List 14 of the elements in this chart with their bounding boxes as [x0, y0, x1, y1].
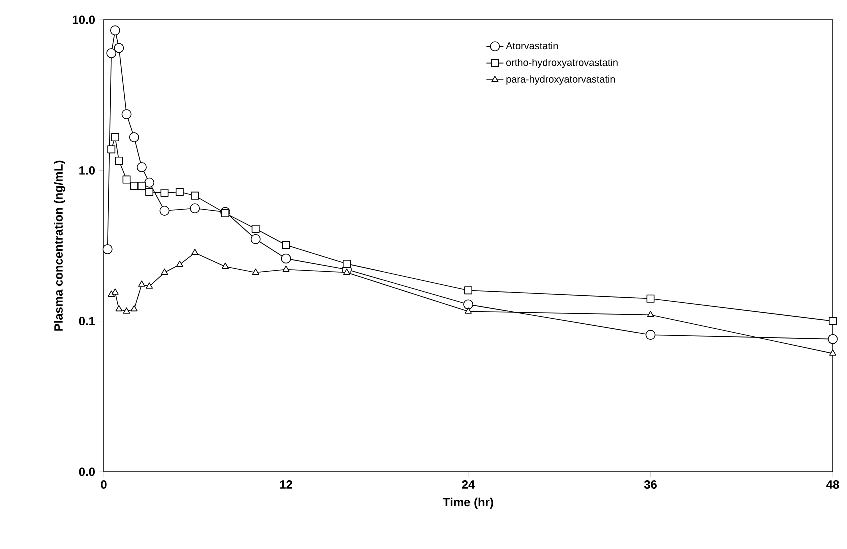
y-tick-label: 0.0 [79, 468, 96, 476]
x-tick-label: 36 [644, 480, 657, 489]
y-tick-label: 0.1 [79, 317, 96, 326]
legend-label: para-hydroxyatorvastatin [506, 76, 616, 85]
legend-label: ortho-hydroxyatrovastatin [506, 58, 618, 68]
y-axis-title: Plasma concentration (ng/mL) [54, 160, 66, 331]
x-tick-label: 0 [101, 480, 107, 489]
x-tick-label: 24 [462, 480, 476, 489]
x-tick-label: 12 [280, 480, 292, 489]
legend-label: Atorvastatin [506, 42, 558, 50]
y-tick-label: 1.0 [80, 166, 96, 175]
y-tick-label: 10.0 [72, 16, 96, 24]
x-tick-label: 48 [826, 480, 840, 489]
x-axis-title: Time (hr) [443, 498, 494, 509]
